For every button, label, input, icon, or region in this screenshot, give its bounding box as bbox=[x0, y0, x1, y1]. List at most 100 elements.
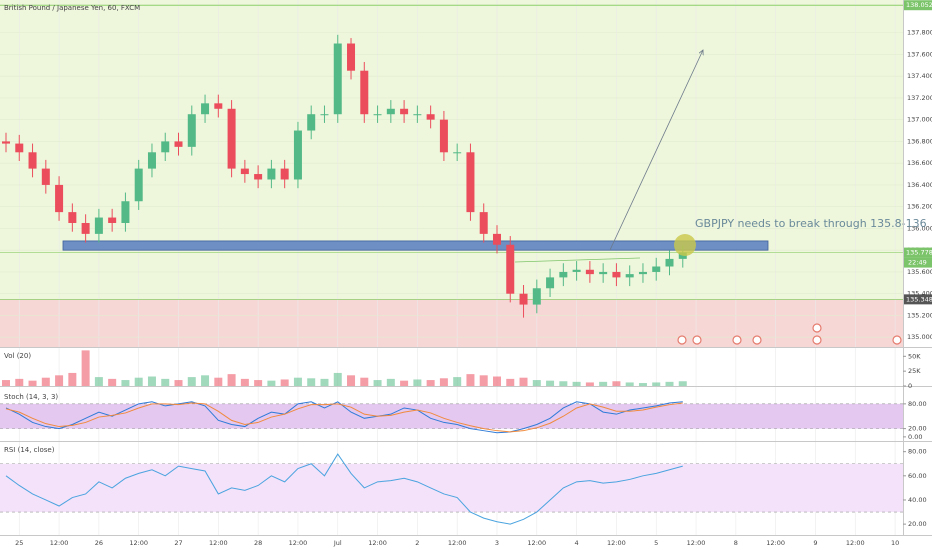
volume-bar bbox=[585, 382, 594, 386]
volume-bar bbox=[652, 382, 661, 386]
low-label: 135.348 bbox=[906, 295, 932, 303]
y-tick-label: 40.00 bbox=[908, 496, 927, 504]
candle-body bbox=[240, 168, 249, 175]
candle-body bbox=[28, 152, 37, 169]
volume-bar bbox=[413, 379, 422, 386]
candle-body bbox=[599, 271, 608, 275]
event-icon bbox=[732, 335, 742, 345]
x-tick-label: 12:00 bbox=[129, 539, 148, 547]
candle-body bbox=[585, 269, 594, 275]
volume-bar bbox=[28, 380, 37, 386]
candle-body bbox=[426, 114, 435, 120]
y-tick-label: 136.200 bbox=[907, 203, 932, 211]
event-icon bbox=[752, 335, 762, 345]
volume-bar bbox=[254, 380, 263, 386]
volume-bar bbox=[307, 378, 316, 386]
candle-body bbox=[347, 43, 356, 71]
candle-body bbox=[439, 119, 448, 153]
candle-body bbox=[400, 108, 409, 115]
candle-body bbox=[201, 103, 210, 115]
volume-bar bbox=[320, 378, 329, 386]
candle-body bbox=[360, 70, 369, 115]
event-icon bbox=[677, 335, 687, 345]
volume-bar bbox=[479, 375, 488, 386]
volume-bar bbox=[546, 380, 555, 386]
candle-body bbox=[320, 114, 329, 116]
volume-bar bbox=[267, 380, 276, 386]
candle-body bbox=[81, 222, 90, 234]
y-tick-label: 135.400 bbox=[907, 290, 932, 298]
band bbox=[0, 463, 903, 513]
panel-title: British Pound / Japanese Yen, 60, FXCM bbox=[4, 4, 140, 12]
x-tick-label: 12:00 bbox=[209, 539, 228, 547]
volume-bar bbox=[492, 376, 501, 386]
volume-bar bbox=[638, 383, 647, 386]
event-icon bbox=[692, 335, 702, 345]
x-tick-label: 12:00 bbox=[527, 539, 546, 547]
candle-body bbox=[254, 174, 263, 180]
candle-body bbox=[466, 152, 475, 213]
candle-body bbox=[227, 108, 236, 169]
price-background bbox=[0, 0, 903, 300]
event-icon bbox=[812, 323, 822, 333]
candle-body bbox=[652, 266, 661, 272]
volume-bar bbox=[147, 376, 156, 386]
volume-bar bbox=[439, 378, 448, 386]
volume-bar bbox=[2, 380, 10, 386]
volume-bar bbox=[386, 378, 395, 386]
y-tick-label: 25K bbox=[908, 367, 921, 375]
y-tick-label: 135.600 bbox=[907, 268, 932, 276]
y-tick-label: 136.400 bbox=[907, 181, 932, 189]
candle-body bbox=[532, 288, 541, 305]
volume-bar bbox=[227, 374, 236, 386]
candle-body bbox=[214, 103, 223, 109]
y-tick-label: 135.200 bbox=[907, 311, 932, 319]
candle-body bbox=[506, 244, 515, 294]
volume-bar bbox=[68, 372, 77, 386]
x-tick-label: 3 bbox=[495, 539, 499, 547]
volume-bar bbox=[293, 377, 302, 386]
candle-body bbox=[479, 212, 488, 234]
x-tick-label: 10 bbox=[891, 539, 899, 547]
candle-body bbox=[638, 271, 647, 275]
indicator-line bbox=[5, 401, 683, 434]
volume-bar bbox=[108, 378, 117, 386]
candle-body bbox=[546, 277, 555, 289]
candle-body bbox=[453, 152, 462, 154]
x-tick-label: Jul bbox=[333, 539, 342, 547]
x-tick-label: 12:00 bbox=[846, 539, 865, 547]
highlight-circle bbox=[674, 234, 696, 256]
panel-title: Vol (20) bbox=[4, 352, 31, 360]
candle-body bbox=[293, 130, 302, 180]
volume-bar bbox=[373, 380, 382, 386]
x-tick-label: 12:00 bbox=[607, 539, 626, 547]
x-tick-label: 2 bbox=[415, 539, 419, 547]
volume-bar bbox=[214, 377, 223, 386]
projection-arrow bbox=[609, 50, 703, 251]
y-tick-label: 136.600 bbox=[907, 159, 932, 167]
candle-body bbox=[121, 201, 130, 223]
y-tick-label: 137.000 bbox=[907, 116, 932, 124]
last-label: 135.778 bbox=[906, 249, 932, 257]
volume-bar bbox=[506, 378, 515, 386]
volume-bar bbox=[347, 375, 356, 386]
high-label: 138.052 bbox=[906, 1, 932, 9]
countdown: 22:49 bbox=[908, 259, 927, 267]
candle-body bbox=[492, 233, 501, 245]
y-tick-label: 80.00 bbox=[908, 400, 927, 408]
volume-bar bbox=[559, 381, 568, 386]
y-tick-label: 137.600 bbox=[907, 50, 932, 58]
volume-bar bbox=[121, 380, 130, 386]
x-tick-label: 12:00 bbox=[50, 539, 69, 547]
candle-body bbox=[174, 141, 183, 147]
candle-body bbox=[307, 114, 316, 131]
event-icon bbox=[892, 335, 902, 345]
x-tick-label: 12:00 bbox=[766, 539, 785, 547]
x-tick-label: 8 bbox=[734, 539, 738, 547]
last-tag bbox=[903, 247, 932, 258]
panel-title: Stoch (14, 3, 3) bbox=[4, 393, 58, 401]
y-tick-label: 135.000 bbox=[907, 333, 932, 341]
x-tick-label: 12:00 bbox=[368, 539, 387, 547]
x-tick-label: 12:00 bbox=[289, 539, 308, 547]
candle-body bbox=[68, 212, 77, 223]
